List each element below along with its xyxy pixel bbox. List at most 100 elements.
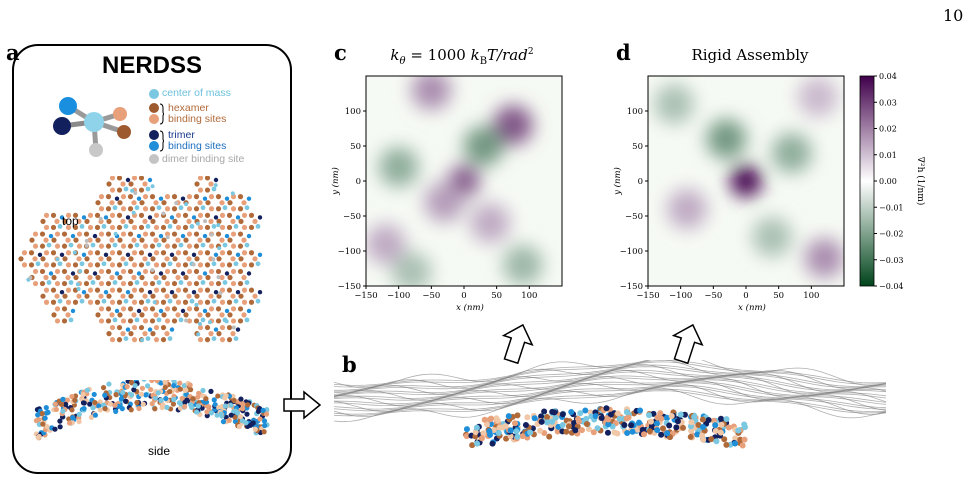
hexamer-site-dot	[127, 206, 134, 212]
hexamer-site-dot	[87, 212, 94, 218]
trimer-site-dot	[103, 252, 109, 257]
hexamer-site-dot	[208, 306, 215, 312]
hexamer-site-dot	[186, 268, 193, 275]
hexamer-site-dot	[65, 262, 72, 268]
side-particle-dot	[134, 399, 140, 406]
center-dot	[35, 261, 41, 267]
y-tick-label: 100	[345, 107, 361, 117]
hexamer-site-dot	[98, 243, 105, 249]
membrane-mesh-line	[334, 382, 887, 407]
side-particle-dot	[158, 380, 164, 386]
trimer-site-dot	[246, 233, 252, 239]
side-particle-dot	[218, 411, 224, 417]
scatter-dot	[184, 318, 189, 323]
side-particle-dot	[162, 380, 168, 385]
trimer-site-dot	[180, 308, 186, 314]
assembly-particle-dot	[732, 435, 739, 442]
assembly-particle-dot	[605, 421, 612, 428]
trimer-site-dot	[191, 252, 197, 257]
side-particle-dot	[139, 385, 146, 391]
assembly-particle-dot	[531, 415, 538, 422]
hexamer-site-dot	[186, 243, 193, 249]
hexamer-site-dot	[193, 194, 200, 200]
heatmap-blob	[797, 77, 838, 117]
side-particle-dot	[40, 421, 46, 427]
center-dot	[222, 242, 228, 248]
assembly-particle-dot	[594, 425, 601, 432]
hexamer-site-dot	[186, 318, 193, 324]
lattice-top-view-image	[18, 176, 263, 343]
side-particle-dot	[243, 420, 249, 426]
scatter-dot	[196, 332, 201, 337]
side-particle-dot	[70, 415, 76, 421]
hexamer-site-dot	[230, 280, 237, 287]
hexamer-site-dot	[241, 274, 247, 281]
hexamer-site-dot	[61, 280, 68, 287]
hexamer-site-dot	[50, 212, 57, 218]
hexamer-site-dot	[94, 224, 101, 231]
hexamer-site-dot	[197, 187, 204, 193]
side-particle-dot	[179, 395, 185, 402]
hexamer-site-dot	[171, 268, 178, 275]
center-dot	[68, 280, 74, 285]
side-particle-dot	[100, 385, 107, 391]
assembly-particle-dot	[527, 429, 534, 436]
side-particle-dot	[91, 391, 97, 398]
colorbar-tick-label: 0.03	[879, 98, 897, 107]
heatmap-blob	[493, 105, 533, 145]
hexamer-site-dot	[142, 280, 149, 287]
center-dot	[79, 224, 85, 229]
scatter-dot	[184, 202, 189, 207]
hexamer-site-dot	[241, 262, 248, 268]
hexamer-site-dot	[54, 293, 60, 299]
assembly-particle-dot	[695, 421, 702, 428]
hexamer-site-dot	[105, 306, 112, 312]
assembly-particle-dot	[582, 407, 589, 414]
side-particle-dot	[260, 407, 266, 414]
hexamer-site-dot	[32, 280, 39, 287]
hexamer-site-dot	[219, 224, 226, 231]
side-particle-dot	[60, 396, 66, 402]
hexamer-site-dot	[109, 237, 115, 243]
hexamer-site-dot	[227, 237, 233, 243]
side-particle-dot	[64, 397, 71, 403]
assembly-particle-dot	[598, 415, 605, 422]
center-dot	[57, 224, 63, 229]
side-particle-dot	[204, 413, 210, 419]
side-particle-dot	[195, 403, 201, 409]
assembly-particle-dot	[568, 408, 575, 415]
side-particle-dot	[44, 423, 50, 430]
side-particle-dot	[52, 426, 58, 432]
hexamer-site-dot	[116, 299, 123, 305]
side-particle-dot	[240, 402, 247, 408]
center-dot	[167, 261, 173, 267]
assembly-particle-dot	[559, 411, 566, 418]
scatter-dot	[28, 275, 33, 280]
hexamer-site-dot	[164, 194, 171, 200]
colorbar-tick-label: −0.01	[879, 203, 904, 212]
hexamer-site-dot	[105, 268, 112, 275]
hexamer-site-dot	[172, 256, 178, 262]
center-dot	[101, 298, 107, 304]
hexamer-site-dot	[120, 306, 127, 312]
hexamer-site-dot	[87, 262, 94, 268]
hexamer-site-dot	[106, 331, 112, 337]
assembly-particle-dot	[480, 430, 487, 437]
side-particle-dot	[183, 387, 189, 393]
hexamer-site-dot	[65, 299, 72, 305]
hexamer-site-dot	[138, 212, 145, 218]
hexamer-site-dot	[153, 312, 159, 318]
side-particle-dot	[87, 401, 93, 407]
membrane-mesh-line	[334, 371, 887, 396]
center-dot	[178, 317, 184, 323]
hexamer-site-dot	[21, 250, 28, 256]
hexamer-site-dot	[208, 280, 215, 287]
assembly-particle-dot	[712, 427, 719, 434]
hexamer-site-dot	[194, 293, 200, 299]
side-particle-dot	[58, 401, 65, 407]
side-particle-dot	[216, 404, 222, 411]
nerdss-panel-box	[12, 44, 292, 474]
center-dot	[200, 280, 206, 285]
side-particle-dot	[245, 402, 251, 408]
hexamer-site-dot	[94, 212, 101, 218]
